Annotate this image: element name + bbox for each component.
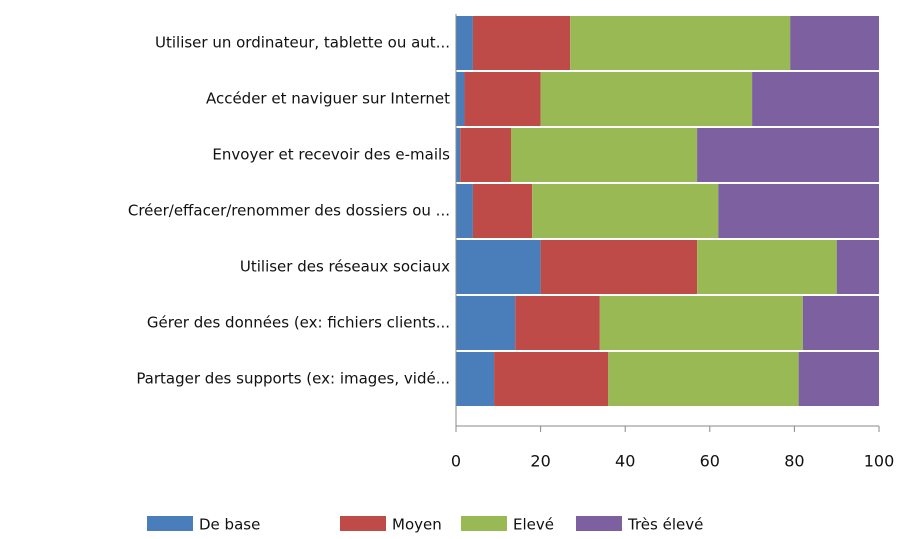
bar-segment <box>540 72 753 126</box>
bar-segment <box>836 240 879 294</box>
bar-segment <box>515 296 600 350</box>
x-tick-label: 60 <box>700 452 720 471</box>
category-label: Utiliser un ordinateur, tablette ou aut.… <box>155 34 450 52</box>
legend-label: Moyen <box>392 516 442 534</box>
bar-segment <box>718 184 879 238</box>
bar-segment <box>752 72 879 126</box>
bar-segment <box>697 128 879 182</box>
bar-segment <box>494 352 609 406</box>
bar-segment <box>510 128 698 182</box>
legend-swatch <box>147 516 193 531</box>
category-label: Accéder et naviguer sur Internet <box>206 90 450 108</box>
x-tick-label: 100 <box>864 452 895 471</box>
bar-segment <box>456 128 461 182</box>
x-tick-label: 20 <box>530 452 550 471</box>
legend-label: De base <box>199 516 260 534</box>
legend-swatch <box>576 516 622 531</box>
bar-segment <box>532 184 719 238</box>
bar-segment <box>456 16 473 70</box>
bar-segment <box>570 16 791 70</box>
category-label: Utiliser des réseaux sociaux <box>240 258 450 276</box>
bar-segment <box>456 72 465 126</box>
bar-segment <box>790 16 879 70</box>
category-label: Gérer des données (ex: fichiers clients.… <box>147 314 450 332</box>
bar-segment <box>456 184 473 238</box>
bar-segment <box>456 352 495 406</box>
bar-segment <box>460 128 511 182</box>
bar-segment <box>472 16 571 70</box>
x-tick-label: 80 <box>784 452 804 471</box>
bar-segment <box>456 240 541 294</box>
x-tick-label: 40 <box>615 452 635 471</box>
bar-segment <box>540 240 698 294</box>
legend-swatch <box>340 516 386 531</box>
bar-segment <box>798 352 879 406</box>
category-label: Envoyer et recevoir des e-mails <box>212 146 450 164</box>
bar-segment <box>464 72 541 126</box>
bar-segment <box>802 296 879 350</box>
bar-segment <box>472 184 533 238</box>
bar-segment <box>608 352 799 406</box>
legend-swatch <box>461 516 507 531</box>
x-tick-label: 0 <box>451 452 461 471</box>
legend-label: Très élevé <box>627 516 703 534</box>
bar-segment <box>697 240 837 294</box>
bar-segment <box>456 296 516 350</box>
bar-segment <box>599 296 803 350</box>
category-label: Créer/effacer/renommer des dossiers ou .… <box>128 202 450 220</box>
legend-label: Elevé <box>513 516 554 534</box>
category-label: Partager des supports (ex: images, vidé.… <box>136 370 450 388</box>
